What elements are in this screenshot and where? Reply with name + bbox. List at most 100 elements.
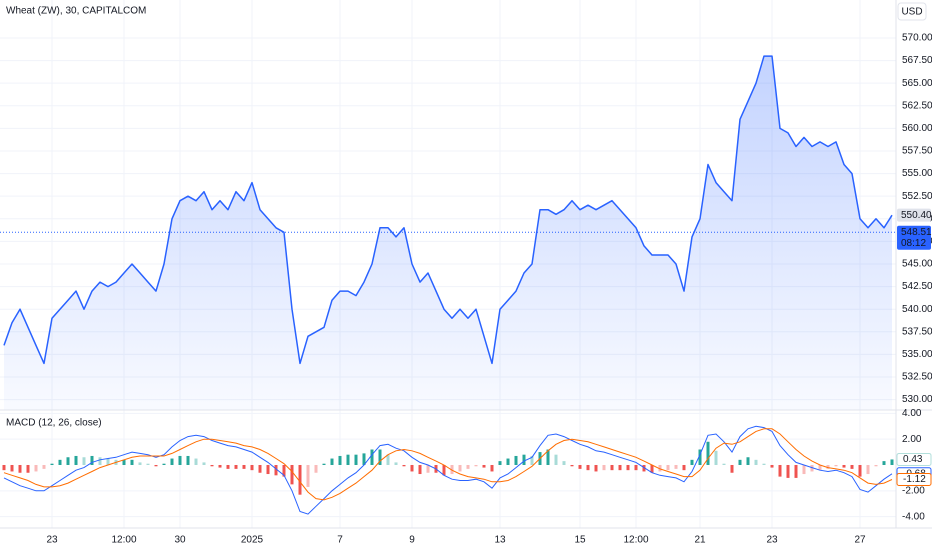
histogram-bar bbox=[890, 459, 894, 465]
histogram-bar bbox=[610, 464, 614, 471]
y-tick-label: 552.50 bbox=[902, 191, 932, 202]
histogram-bar bbox=[106, 458, 110, 465]
histogram-bar bbox=[866, 464, 870, 475]
histogram-bar bbox=[810, 464, 814, 472]
y-tick-label: 540.00 bbox=[902, 304, 932, 315]
histogram-bar bbox=[130, 459, 134, 465]
histogram-bar bbox=[450, 464, 454, 475]
y-tick-label: 537.50 bbox=[902, 326, 932, 337]
histogram-bar bbox=[770, 464, 774, 468]
histogram-bar bbox=[618, 464, 622, 471]
x-tick-label: 30 bbox=[174, 535, 186, 546]
histogram-bar bbox=[794, 464, 798, 478]
histogram-bar bbox=[650, 464, 654, 473]
histogram-bar bbox=[354, 454, 358, 465]
histogram-bar bbox=[834, 464, 838, 467]
histogram-bar bbox=[194, 458, 198, 465]
y-tick-label: 542.50 bbox=[902, 281, 932, 292]
histogram-bar bbox=[778, 464, 782, 477]
price-line bbox=[3, 55, 893, 365]
histogram-bar bbox=[586, 464, 590, 471]
histogram-bar bbox=[74, 455, 78, 465]
price-badge bbox=[897, 208, 931, 222]
currency-box[interactable] bbox=[897, 2, 927, 21]
chart-title: Wheat (ZW), 30, CAPITALCOM bbox=[6, 6, 146, 17]
histogram-bar bbox=[442, 464, 446, 476]
histogram-bar bbox=[250, 464, 254, 471]
histogram-bar bbox=[386, 454, 390, 465]
histogram-bar bbox=[634, 464, 638, 471]
histogram-bar bbox=[786, 464, 790, 478]
histogram-bar bbox=[850, 464, 854, 469]
histogram-bar bbox=[690, 459, 694, 465]
plot bbox=[0, 55, 896, 515]
histogram-bar bbox=[242, 464, 246, 469]
histogram-bar bbox=[714, 450, 718, 465]
histogram-bar bbox=[410, 464, 414, 472]
histogram-bar bbox=[42, 464, 46, 469]
histogram-bar bbox=[186, 455, 190, 465]
histogram-bar bbox=[378, 449, 382, 465]
x-tick-label: 12:00 bbox=[111, 535, 136, 546]
x-tick-label: 23 bbox=[766, 535, 778, 546]
histogram-bar bbox=[882, 461, 886, 465]
currency[interactable]: USD bbox=[901, 7, 922, 18]
histogram-bar bbox=[490, 464, 494, 472]
histogram-bar bbox=[530, 455, 534, 465]
histogram-bar bbox=[90, 455, 94, 465]
histogram-bar bbox=[402, 464, 406, 467]
x-tick-label: 23 bbox=[46, 535, 58, 546]
histogram-bar bbox=[762, 463, 766, 465]
histogram-bar bbox=[2, 464, 6, 471]
histogram-bar bbox=[546, 449, 550, 465]
histogram-bar bbox=[66, 457, 70, 465]
histogram-bar bbox=[802, 464, 806, 475]
y-tick-label: 560.00 bbox=[902, 123, 932, 134]
histogram-bar bbox=[322, 463, 326, 465]
histogram-bar bbox=[706, 441, 710, 465]
y-tick-label: 2.00 bbox=[902, 434, 922, 445]
x-tick-label: 13 bbox=[494, 535, 506, 546]
histogram-bar bbox=[298, 464, 302, 495]
histogram-bar bbox=[306, 464, 310, 487]
histogram-bar bbox=[642, 464, 646, 472]
y-tick-label: 565.00 bbox=[902, 78, 932, 89]
histogram-bar bbox=[570, 464, 574, 467]
y-tick-label: 555.00 bbox=[902, 168, 932, 179]
histogram-bar bbox=[346, 454, 350, 465]
histogram-bar bbox=[466, 464, 470, 469]
labels: 530.00 532.50 535.00 537.50 540.00 542.50 545.… bbox=[46, 33, 932, 546]
histogram-bar bbox=[154, 464, 158, 467]
price-badge bbox=[897, 225, 931, 250]
histogram-bar bbox=[162, 463, 166, 465]
histogram-bar bbox=[26, 464, 30, 473]
histogram-bar bbox=[362, 453, 366, 465]
histogram-bar bbox=[858, 464, 862, 477]
histogram-bar bbox=[50, 463, 54, 465]
histogram-bar bbox=[826, 464, 830, 469]
x-tick-label: 2025 bbox=[241, 535, 264, 546]
histogram-bar bbox=[122, 459, 126, 465]
histogram-bar bbox=[682, 464, 686, 471]
histogram-bar bbox=[874, 464, 878, 467]
histogram-bar bbox=[562, 461, 566, 465]
histogram-bar bbox=[594, 464, 598, 472]
histogram-bar bbox=[290, 464, 294, 485]
histogram-bar bbox=[722, 463, 726, 465]
histogram-bar bbox=[218, 464, 222, 468]
histogram-bar bbox=[98, 457, 102, 465]
macd-badge bbox=[896, 472, 932, 486]
histogram-bar bbox=[458, 464, 462, 472]
histogram-bar bbox=[82, 457, 86, 465]
y-tick-label: 557.50 bbox=[902, 146, 932, 157]
histogram-bar bbox=[818, 464, 822, 471]
histogram-bar bbox=[674, 464, 678, 469]
histogram-bar bbox=[746, 457, 750, 465]
x-tick-label: 9 bbox=[409, 535, 415, 546]
histogram-bar bbox=[266, 464, 270, 475]
y-tick-label: 545.00 bbox=[902, 259, 932, 270]
y-tick-label: -2.00 bbox=[902, 485, 925, 496]
histogram-bar bbox=[554, 454, 558, 465]
histogram-bar bbox=[426, 464, 430, 473]
